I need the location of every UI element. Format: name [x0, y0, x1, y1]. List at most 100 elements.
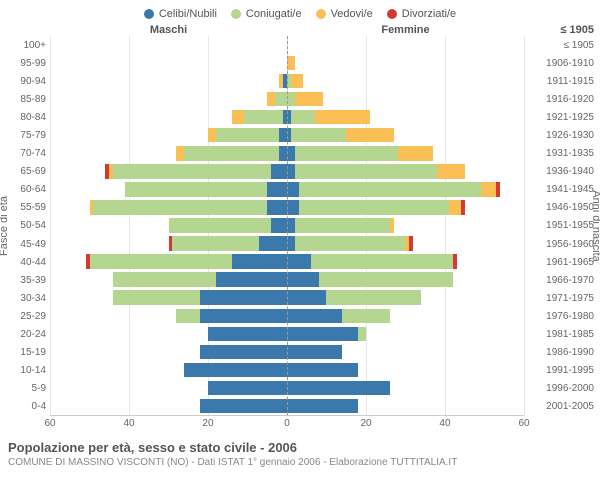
legend-dot [144, 9, 154, 19]
bar-segment [287, 290, 326, 304]
bar-segment [287, 345, 342, 359]
chart-footer: Popolazione per età, sesso e stato civil… [0, 434, 600, 468]
birth-label: 1961-1965 [524, 253, 594, 271]
male-bar [50, 254, 287, 268]
age-label: 35-39 [0, 271, 50, 289]
bar-segment [279, 146, 287, 160]
bar-segment [287, 92, 295, 106]
birth-year-labels: ≤ 19051906-19101911-19151916-19201921-19… [524, 36, 600, 416]
bar-segment [176, 146, 184, 160]
birth-label: 1986-1990 [524, 344, 594, 362]
x-tick: 60 [518, 418, 529, 429]
header-male: Maschi [50, 24, 287, 36]
female-bar [287, 56, 524, 70]
header-female: Femmine [287, 24, 524, 36]
bar-segment [93, 200, 267, 214]
age-label: 65-69 [0, 163, 50, 181]
center-divider [287, 36, 288, 415]
female-bar [287, 309, 524, 323]
bar-segment [453, 254, 457, 268]
male-bar [50, 290, 287, 304]
bar-segment [461, 200, 465, 214]
bar-segment [184, 146, 279, 160]
bar-segment [287, 327, 358, 341]
bar-segment [279, 128, 287, 142]
bar-segment [287, 56, 295, 70]
bar-segment [287, 363, 358, 377]
male-bar [50, 218, 287, 232]
female-bar [287, 363, 524, 377]
grid-line [524, 36, 525, 415]
male-bar [50, 309, 287, 323]
female-bar [287, 254, 524, 268]
birth-label: 1946-1950 [524, 199, 594, 217]
bar-segment [287, 309, 342, 323]
bar-segment [113, 272, 216, 286]
birth-label: 1936-1940 [524, 163, 594, 181]
age-label: 80-84 [0, 108, 50, 126]
age-label: 85-89 [0, 90, 50, 108]
male-bar [50, 327, 287, 341]
male-bar [50, 110, 287, 124]
bar-segment [295, 236, 406, 250]
male-bar [50, 38, 287, 52]
age-label: 75-79 [0, 126, 50, 144]
male-bar [50, 92, 287, 106]
male-bar [50, 272, 287, 286]
bar-segment [291, 74, 303, 88]
bar-segment [113, 164, 271, 178]
legend-item: Divorziati/e [387, 8, 456, 20]
bar-segment [208, 128, 216, 142]
x-tick: 20 [360, 418, 371, 429]
birth-label: 1931-1935 [524, 145, 594, 163]
x-axis-ticks: 6040200204060 [50, 416, 524, 434]
birth-label: 1906-1910 [524, 54, 594, 72]
female-bar [287, 110, 524, 124]
birth-label: 1981-1985 [524, 326, 594, 344]
male-bar [50, 56, 287, 70]
x-tick: 0 [284, 418, 290, 429]
bar-segment [299, 182, 481, 196]
birth-label: 1976-1980 [524, 307, 594, 325]
legend-label: Vedovi/e [331, 8, 373, 20]
chart-title: Popolazione per età, sesso e stato civil… [8, 440, 592, 455]
bar-segment [295, 164, 437, 178]
bar-segment [169, 218, 272, 232]
male-bar [50, 345, 287, 359]
legend-dot [231, 9, 241, 19]
female-bar [287, 290, 524, 304]
bar-segment [437, 164, 465, 178]
bar-segment [409, 236, 413, 250]
bar-segment [481, 182, 497, 196]
bar-segment [295, 92, 323, 106]
bar-segment [295, 218, 390, 232]
bar-segment [208, 327, 287, 341]
female-bar [287, 200, 524, 214]
bar-segment [200, 290, 287, 304]
male-bar [50, 146, 287, 160]
bar-segment [311, 254, 453, 268]
bar-segment [271, 164, 287, 178]
birth-label: 1941-1945 [524, 181, 594, 199]
chart-container: Celibi/NubiliConiugati/eVedovi/eDivorzia… [0, 0, 600, 500]
male-bar [50, 164, 287, 178]
bar-segment [449, 200, 461, 214]
male-bar [50, 182, 287, 196]
birth-label: 1991-1995 [524, 362, 594, 380]
female-bar [287, 345, 524, 359]
birth-label: 1996-2000 [524, 380, 594, 398]
bar-segment [267, 92, 275, 106]
birth-label: ≤ 1905 [524, 36, 594, 54]
bar-segment [291, 128, 346, 142]
female-bar [287, 182, 524, 196]
age-label: 20-24 [0, 326, 50, 344]
chart-bars-area [50, 36, 524, 416]
bar-segment [287, 182, 299, 196]
legend: Celibi/NubiliConiugati/eVedovi/eDivorzia… [0, 0, 600, 24]
bar-segment [287, 236, 295, 250]
bar-segment [232, 110, 244, 124]
bar-segment [113, 290, 200, 304]
bar-segment [319, 272, 453, 286]
bar-segment [287, 218, 295, 232]
age-label: 90-94 [0, 72, 50, 90]
